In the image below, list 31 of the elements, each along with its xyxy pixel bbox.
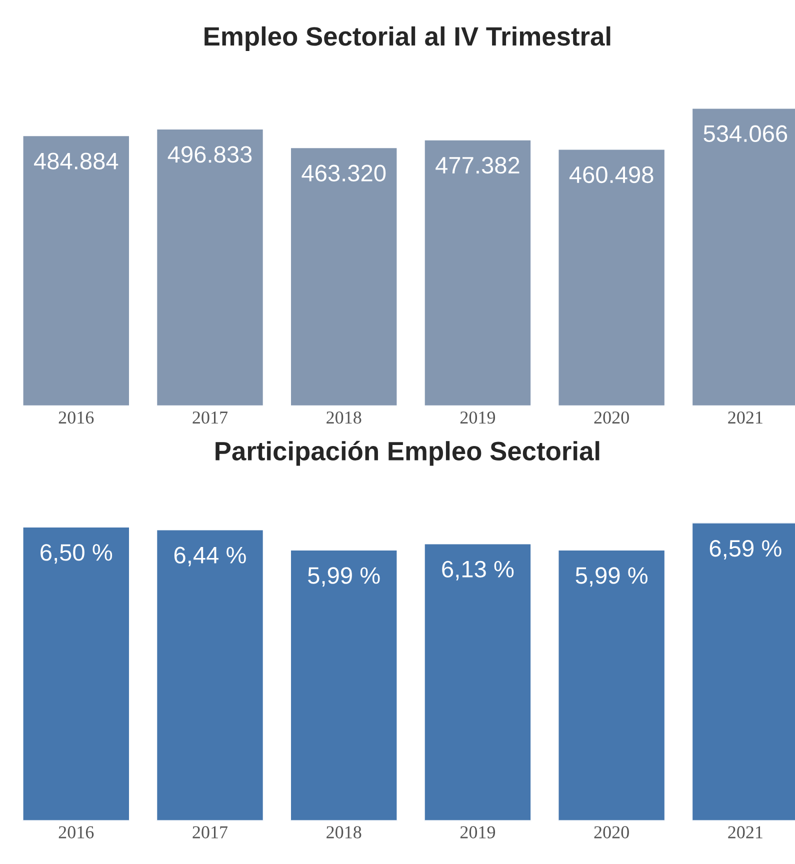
bar — [557, 549, 666, 821]
x-tick-label: 2018 — [326, 411, 362, 424]
x-tick-label: 2019 — [460, 826, 496, 838]
chart-title: Participación Empleo Sectorial — [216, 440, 600, 466]
x-tick-label: 2016 — [58, 411, 94, 424]
x-tick-label: 2019 — [460, 411, 496, 424]
bar — [423, 542, 532, 821]
data-label: 496.833 — [168, 146, 252, 163]
bar — [290, 549, 398, 821]
chart-title: Empleo Sectorial al IV Trimestral — [204, 26, 610, 51]
x-tick-label: 2018 — [326, 826, 362, 838]
bar — [22, 526, 130, 821]
x-tick-label: 2017 — [192, 826, 228, 838]
x-tick-label: 2021 — [728, 411, 762, 424]
data-label: 5,99 % — [576, 567, 648, 587]
data-label: 534.066 — [704, 125, 788, 142]
x-tick-label: 2016 — [58, 826, 94, 838]
x-tick-label: 2021 — [728, 826, 762, 838]
data-label: 6,13 % — [442, 560, 514, 580]
data-label: 6,44 % — [174, 546, 246, 566]
x-tick-label: 2017 — [192, 411, 228, 424]
data-label: 6,59 % — [710, 540, 782, 560]
data-label: 477.382 — [436, 156, 520, 174]
x-tick-label: 2020 — [594, 411, 629, 424]
x-tick-label: 2020 — [594, 826, 629, 838]
data-label: 5,99 % — [308, 567, 380, 587]
data-label: 463.320 — [302, 164, 386, 182]
data-label: 6,50 % — [40, 544, 112, 564]
bar — [156, 528, 264, 821]
data-label: 484.884 — [34, 152, 118, 170]
data-label: 460.498 — [569, 166, 654, 184]
